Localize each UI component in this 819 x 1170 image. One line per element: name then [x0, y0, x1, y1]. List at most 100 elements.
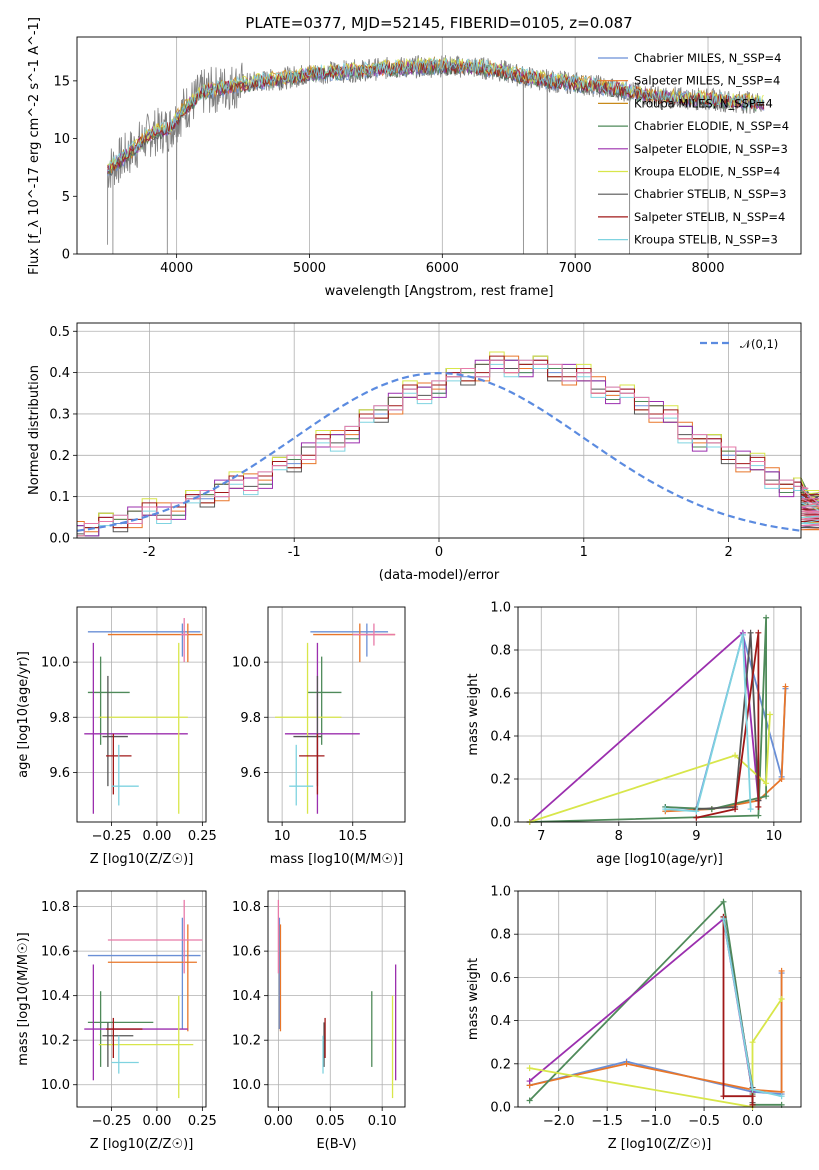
y-tick-label: 1.0: [490, 601, 511, 616]
axes-frame: [517, 890, 802, 1108]
x-tick-label: 8: [615, 829, 623, 844]
y-tick-label: 0.1: [49, 490, 70, 505]
x-tick-label: 4000: [160, 261, 193, 276]
axes-frame: [76, 322, 802, 539]
x-tick-label: 0.10: [368, 1114, 397, 1129]
normal-reference-curve: [76, 371, 802, 532]
x-tick-label: 0.00: [264, 1114, 293, 1129]
histogram-series-8: [77, 359, 819, 537]
axes-frame: [76, 890, 207, 1108]
y-tick-label: 9.8: [49, 711, 70, 726]
x-axis-label: (data-model)/error: [379, 568, 500, 583]
y-tick-label: 0.8: [490, 644, 511, 659]
weight-marker-6-0: [693, 814, 700, 821]
y-axis-label: Flux [f_λ 10^-17 erg cm^-2 s^-1 A^-1]: [27, 17, 42, 275]
weight-marker-2-3: [763, 793, 770, 800]
x-axis-label: wavelength [Angstrom, rest frame]: [325, 284, 554, 299]
x-tick-label: 8000: [691, 261, 724, 276]
legend-entry-0: Chabrier MILES, N_SSP=4: [634, 51, 781, 65]
x-tick-label: 0.25: [188, 829, 217, 844]
y-tick-label: 10.2: [232, 1034, 261, 1049]
y-axis-label: Normed distribution: [27, 365, 42, 495]
weight-marker-1-1: [623, 1060, 630, 1067]
y-tick-label: 15: [53, 74, 70, 89]
x-tick-label: 7000: [559, 261, 592, 276]
y-tick-label: 9.8: [240, 711, 261, 726]
axes-frame: [267, 606, 406, 823]
weight-line-4: [529, 998, 783, 1109]
legend-entry-6: Chabrier STELIB, N_SSP=3: [634, 187, 786, 201]
y-tick-label: 10.4: [41, 989, 70, 1004]
y-tick-label: 10.8: [232, 900, 261, 915]
axes-frame: [267, 890, 406, 1108]
weight-marker-7-3: [747, 806, 754, 813]
x-tick-label: 0.25: [188, 1114, 217, 1129]
legend-entry-5: Kroupa ELODIE, N_SSP=4: [634, 165, 780, 179]
x-tick-label: −0.25: [92, 1114, 132, 1129]
y-tick-label: 10.8: [41, 900, 70, 915]
weight-marker-2-2: [763, 614, 770, 621]
y-tick-label: 0.5: [49, 325, 70, 340]
x-axis-label: Z [log10(Z/Z☉)]: [90, 852, 194, 867]
x-tick-label: −1.5: [591, 1114, 623, 1129]
weight-marker-7-0: [720, 916, 727, 923]
legend-entry-7: Salpeter STELIB, N_SSP=4: [634, 210, 785, 224]
axes-frame: [76, 606, 207, 823]
x-tick-label: 10.5: [338, 829, 367, 844]
weight-marker-2-0: [526, 1097, 533, 1104]
x-axis-label: Z [log10(Z/Z☉)]: [90, 1137, 194, 1152]
weight-marker-1-3: [778, 776, 785, 782]
legend-entry-3: Chabrier ELODIE, N_SSP=4: [634, 119, 789, 133]
weight-marker-4-2: [749, 1039, 756, 1046]
y-tick-label: 9.6: [240, 766, 261, 781]
y-tick-label: 0.4: [49, 366, 70, 381]
weight-marker-7-1: [693, 808, 700, 815]
x-tick-label: 0.05: [316, 1114, 345, 1129]
weight-marker-6-3: [755, 803, 762, 810]
weight-marker-3-0: [526, 1078, 533, 1085]
weight-marker-4-1: [732, 752, 739, 759]
y-tick-label: 10.0: [232, 1078, 261, 1093]
y-tick-label: 0.6: [490, 687, 511, 702]
legend-entry-4: Salpeter ELODIE, N_SSP=3: [634, 142, 788, 156]
model-line-7: [107, 59, 765, 172]
x-axis-label: age [log10(age/yr)]: [596, 852, 723, 867]
weight-marker-6-2: [755, 629, 762, 636]
y-tick-label: 10.0: [232, 656, 261, 671]
axes-6: [264, 891, 405, 1111]
axes-frame: [517, 606, 802, 823]
weight-marker-7-2: [739, 631, 746, 638]
y-axis-label: age [log10(age/yr)]: [16, 651, 31, 778]
weight-line-4: [529, 714, 771, 823]
y-tick-label: 0.6: [490, 971, 511, 986]
weight-marker-2-1: [755, 812, 762, 819]
x-tick-label: 0.00: [142, 1114, 171, 1129]
y-tick-label: 5: [62, 190, 70, 205]
y-axis-label: mass weight: [466, 958, 481, 1040]
x-tick-label: 10: [274, 829, 291, 844]
y-tick-label: 10.6: [232, 945, 261, 960]
weight-marker-4-0: [526, 1065, 533, 1072]
y-tick-label: 9.6: [49, 766, 70, 781]
axes-frame: [76, 36, 802, 255]
x-tick-label: -1: [288, 545, 301, 560]
y-tick-label: 10.0: [41, 656, 70, 671]
y-axis-label: mass [log10(M/M☉)]: [16, 932, 31, 1065]
x-tick-label: −0.5: [688, 1114, 720, 1129]
weight-marker-1-4: [782, 683, 789, 690]
x-tick-label: 0: [435, 545, 443, 560]
weight-marker-6-1: [732, 806, 739, 813]
x-tick-label: 10: [766, 829, 783, 844]
weight-marker-6-2: [749, 1093, 756, 1100]
weight-marker-6-1: [720, 1093, 727, 1100]
axes-2: [73, 607, 206, 826]
x-tick-label: 9: [692, 829, 700, 844]
y-tick-label: 0.0: [49, 532, 70, 547]
weight-line-6: [722, 916, 754, 1105]
y-tick-label: 10.4: [232, 989, 261, 1004]
weight-marker-1-4: [778, 967, 785, 974]
x-tick-label: 5000: [293, 261, 326, 276]
x-tick-label: 0.00: [142, 829, 171, 844]
y-tick-label: 0.2: [49, 449, 70, 464]
